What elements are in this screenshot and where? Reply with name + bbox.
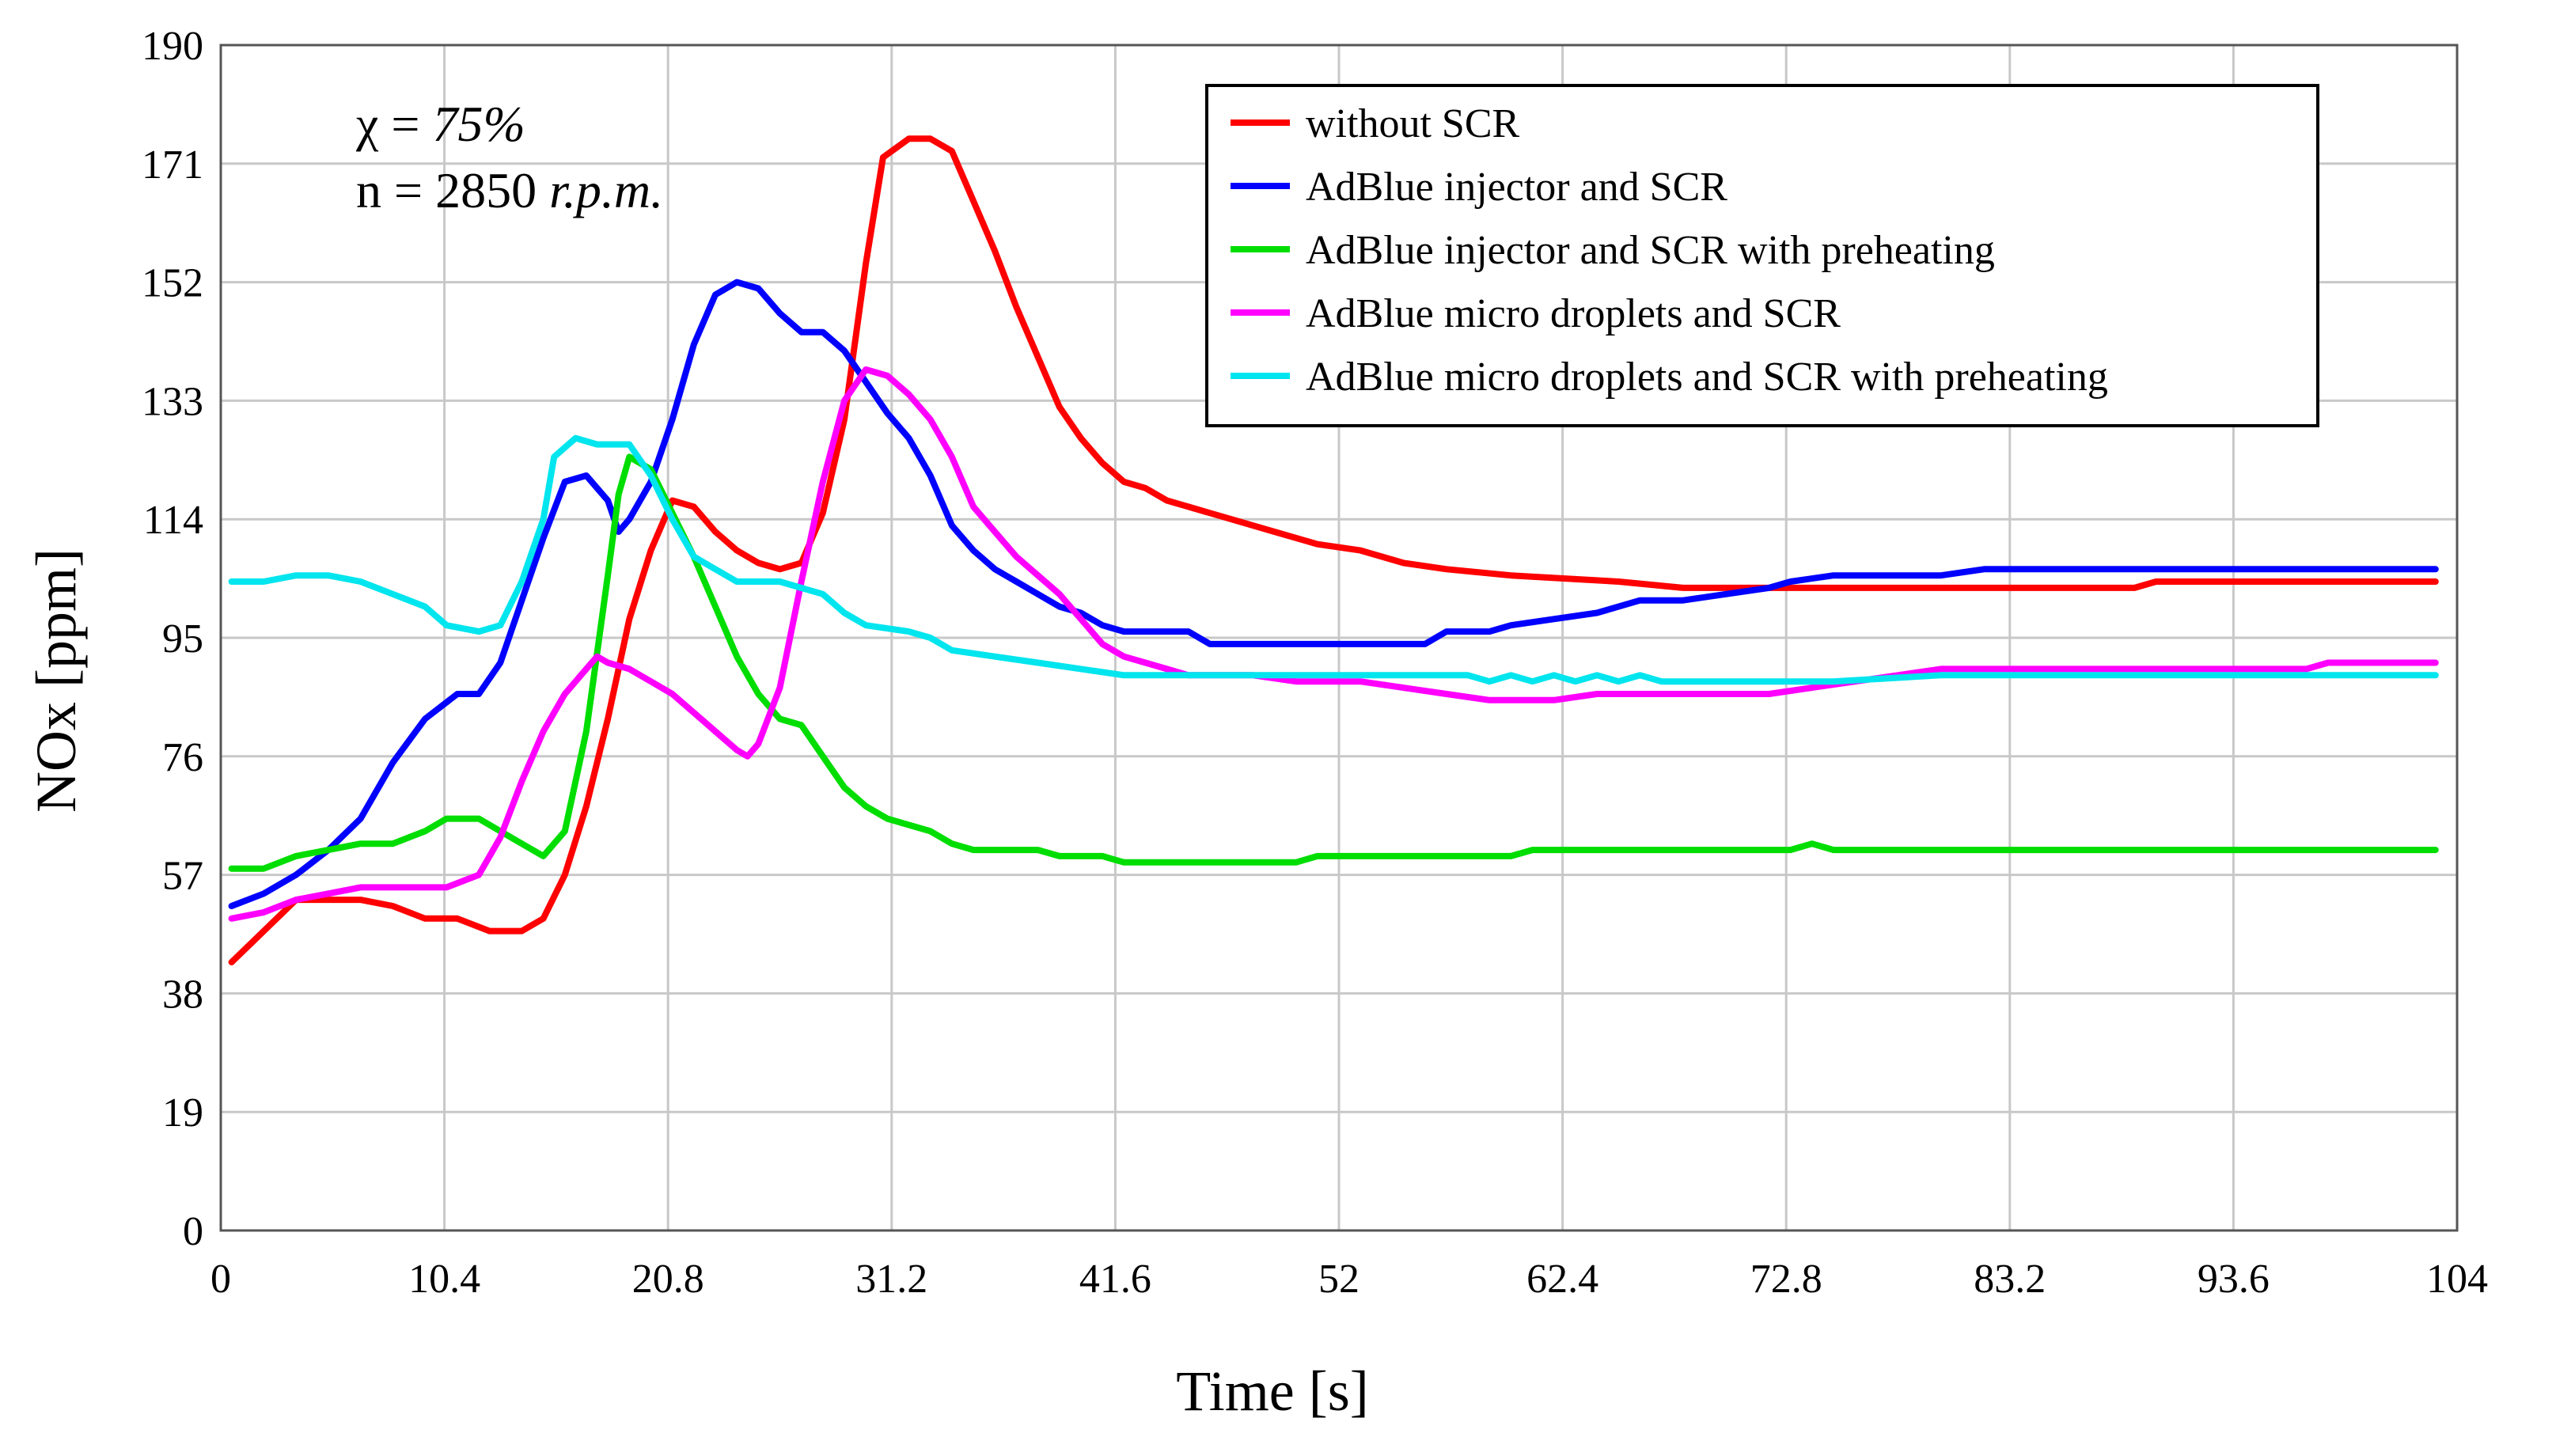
series-line-5 bbox=[228, 434, 2439, 685]
tick-labels: 0 10.4 20.8 31.2 41.6 52 62.4 72.8 83.2 93.6 104 0 1… bbox=[142, 24, 2488, 1302]
y-tick-label: 114 bbox=[143, 498, 203, 543]
legend-label-5: AdBlue micro droplets and SCR with prehe… bbox=[1306, 355, 2108, 400]
legend-label-4: AdBlue micro droplets and SCR bbox=[1306, 291, 1841, 336]
series-line-3 bbox=[228, 453, 2439, 872]
legend-label-2: AdBlue injector and SCR bbox=[1306, 165, 1727, 210]
y-tick-label: 190 bbox=[142, 24, 203, 69]
y-tick-label: 133 bbox=[142, 379, 203, 424]
x-tick-label: 10.4 bbox=[408, 1257, 480, 1302]
x-tick-label: 0 bbox=[210, 1257, 231, 1302]
y-tick-label: 95 bbox=[162, 616, 203, 662]
y-tick-label: 57 bbox=[162, 854, 203, 899]
rpm-annotation: n = 2850 r.p.m. bbox=[356, 162, 663, 218]
series-line-2 bbox=[228, 279, 2439, 909]
series-line-1 bbox=[228, 135, 2439, 965]
x-tick-label: 104 bbox=[2426, 1257, 2488, 1302]
x-tick-label: 31.2 bbox=[855, 1257, 927, 1302]
y-tick-label: 171 bbox=[142, 142, 203, 188]
x-axis-title: Time [s] bbox=[1176, 1359, 1368, 1423]
plot-frame bbox=[219, 44, 2459, 1232]
x-tick-label: 62.4 bbox=[1526, 1257, 1598, 1302]
x-tick-label: 41.6 bbox=[1079, 1257, 1151, 1302]
y-tick-label: 152 bbox=[142, 261, 203, 306]
x-tick-label: 72.8 bbox=[1750, 1257, 1822, 1302]
y-tick-label: 19 bbox=[162, 1090, 203, 1136]
chi-annotation: χ = 75% bbox=[355, 96, 525, 152]
legend-box bbox=[1205, 84, 2319, 427]
x-tick-label: 83.2 bbox=[1974, 1257, 2046, 1302]
legend: without SCR AdBlue injector and SCR AdBlue… bbox=[1205, 84, 2319, 427]
x-tick-label: 52 bbox=[1318, 1257, 1360, 1302]
y-tick-label: 38 bbox=[162, 972, 203, 1017]
legend-label-1: without SCR bbox=[1306, 101, 1519, 146]
y-tick-label: 0 bbox=[183, 1209, 203, 1254]
series-line-4 bbox=[228, 366, 2439, 922]
legend-label-3: AdBlue injector and SCR with preheating bbox=[1306, 228, 1995, 273]
series-lines bbox=[228, 135, 2439, 965]
x-tick-label: 20.8 bbox=[632, 1257, 704, 1302]
x-tick-label: 93.6 bbox=[2198, 1257, 2270, 1302]
y-tick-label: 76 bbox=[162, 735, 203, 780]
y-axis-title: NOx [ppm] bbox=[25, 548, 88, 813]
